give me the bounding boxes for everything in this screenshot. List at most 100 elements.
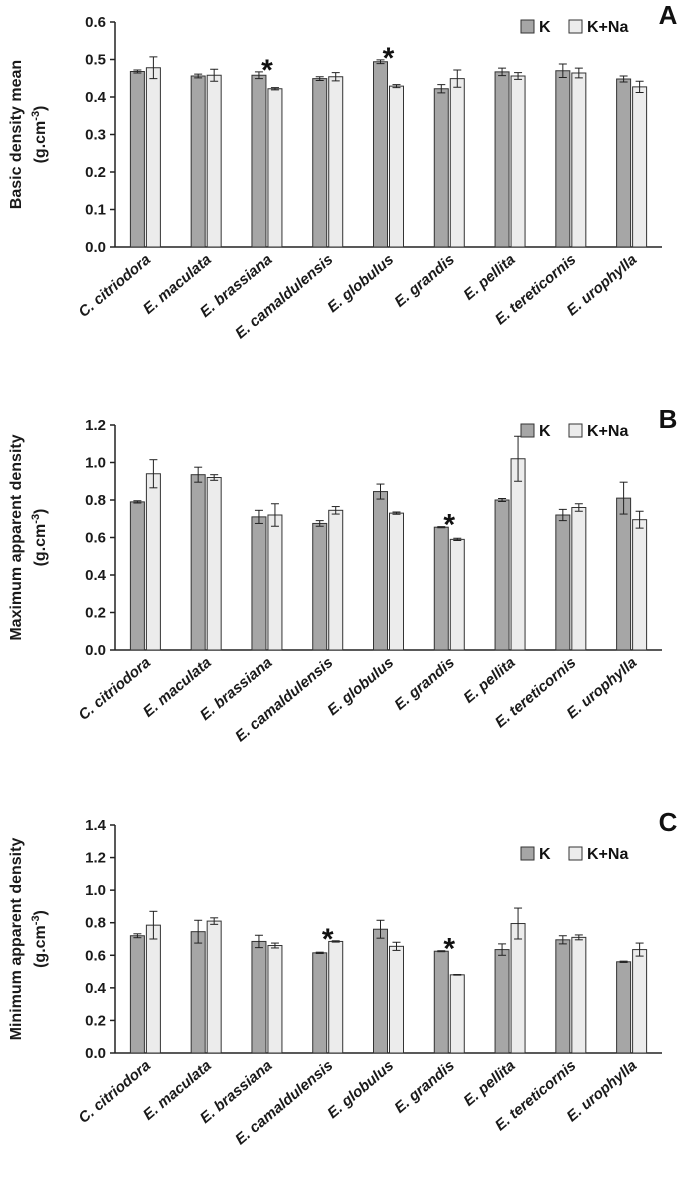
error-bar-k-e-urophylla	[619, 75, 628, 83]
error-bar-k-na-e-grandis	[453, 974, 462, 976]
error-bar-k-na-e-pellita	[514, 72, 523, 80]
chart-panel-b: 0.0 0.2 0.4 0.6 0.8 1.0 1.2 Maximum apparent de…	[0, 398, 685, 796]
error-bar-k-e-urophylla	[619, 481, 628, 515]
legend-swatch-k	[520, 846, 535, 861]
bar-k-c-citriodora	[129, 71, 145, 248]
significance-marker: *	[261, 54, 273, 87]
y-tick-label: 0.8	[85, 915, 106, 932]
error-bar-k-na-e-urophylla	[635, 942, 644, 957]
error-bar-k-e-camaldulensis	[315, 951, 324, 954]
bar-k-e-maculata	[190, 931, 206, 1054]
bar-k-e-brassiana	[251, 516, 267, 651]
y-tick-label: 0.0	[85, 239, 106, 256]
bar-k-e-pellita	[494, 499, 510, 651]
error-bar-k-na-e-grandis	[453, 69, 462, 88]
bar-k-c-citriodora	[129, 501, 145, 651]
legend-swatch-k-na	[568, 423, 583, 438]
bar-k-na-e-camaldulensis	[328, 76, 344, 248]
bar-k-na-e-globulus	[389, 512, 404, 651]
error-bar-k-na-e-maculata	[210, 917, 219, 925]
y-tick-label: 0.0	[85, 1045, 106, 1062]
significance-marker: *	[443, 509, 455, 542]
legend-swatch-k-na	[568, 846, 583, 861]
bar-k-e-pellita	[494, 71, 510, 248]
legend-swatch-k	[520, 423, 535, 438]
error-bar-k-na-e-globulus	[392, 941, 401, 951]
x-category-label: E. pellita	[460, 251, 518, 304]
significance-marker: *	[443, 933, 455, 966]
y-tick-label: 1.2	[85, 417, 106, 434]
y-tick-label: 0.6	[85, 14, 106, 31]
bar-k-na-e-pellita	[510, 458, 526, 651]
chart-panel-a: 0.0 0.1 0.2 0.3 0.4 0.5 0.6 Basic density mean (…	[0, 0, 685, 398]
significance-marker: *	[322, 923, 334, 956]
error-bar-k-na-e-maculata	[210, 474, 219, 481]
y-tick-label: 0.2	[85, 164, 106, 181]
bar-k-e-grandis	[433, 950, 449, 1054]
y-axis-title: Minimum apparent density	[8, 838, 25, 1041]
bar-k-e-tereticornis	[555, 514, 571, 651]
bar-k-e-urophylla	[616, 78, 632, 248]
bar-k-e-globulus	[373, 491, 388, 651]
legend-label-k-na: K+Na	[587, 19, 628, 36]
bar-k-na-e-maculata	[206, 920, 222, 1054]
bar-k-na-e-urophylla	[632, 519, 648, 651]
y-tick-label: 1.0	[85, 455, 106, 472]
legend-label-k-na: K+Na	[587, 846, 628, 863]
error-bar-k-e-globulus	[376, 483, 385, 500]
error-bar-k-na-e-maculata	[210, 68, 219, 82]
y-axis-unit: (g.cm-3)	[30, 106, 49, 164]
error-bar-k-na-e-brassiana	[270, 503, 279, 527]
error-bar-k-e-pellita	[498, 498, 507, 502]
y-tick-label: 0.4	[85, 89, 107, 106]
error-bar-k-e-grandis	[437, 950, 446, 953]
y-tick-label: 0.2	[85, 605, 106, 622]
chart-svg: 0.0 0.2 0.4 0.6 0.8 1.0 1.2 Maximum apparent de…	[8, 404, 677, 745]
bar-k-e-brassiana	[251, 74, 267, 248]
bar-k-e-globulus	[373, 61, 388, 248]
bar-k-na-e-globulus	[389, 85, 404, 248]
x-category-label: E. pellita	[460, 1057, 518, 1110]
bar-k-na-e-pellita	[510, 923, 526, 1054]
bar-k-na-e-globulus	[389, 945, 404, 1054]
chart-panel-c: 0.0 0.2 0.4 0.6 0.8 1.0 1.2 1.4 Minimum apparent…	[0, 796, 685, 1194]
bar-k-e-urophylla	[616, 497, 632, 651]
x-category-label: E. grandis	[391, 1057, 457, 1117]
bar-k-na-e-tereticornis	[571, 507, 587, 651]
y-tick-label: 0.1	[85, 202, 106, 219]
error-bar-k-na-e-urophylla	[635, 80, 644, 93]
bar-k-na-e-maculata	[206, 74, 222, 248]
error-bar-k-na-e-camaldulensis	[331, 940, 340, 943]
bar-k-na-e-brassiana	[267, 514, 283, 651]
error-bar-k-na-e-globulus	[392, 84, 401, 89]
panel-letter: A	[659, 0, 678, 30]
y-tick-label: 0.0	[85, 642, 106, 659]
legend-swatch-k	[520, 19, 535, 34]
x-category-label: C. citriodora	[75, 1057, 154, 1127]
error-bar-k-e-brassiana	[254, 71, 263, 80]
error-bar-k-e-tereticornis	[558, 508, 567, 522]
error-bar-k-e-globulus	[376, 59, 385, 65]
x-category-label: C. citriodora	[75, 654, 154, 724]
error-bar-k-na-e-camaldulensis	[331, 506, 340, 515]
legend-swatch-k-na	[568, 19, 583, 34]
y-tick-label: 0.4	[85, 567, 107, 584]
error-bar-k-na-c-citriodora	[149, 459, 158, 489]
bar-k-na-e-brassiana	[267, 88, 283, 248]
bar-k-na-c-citriodora	[145, 924, 161, 1054]
error-bar-k-e-grandis	[437, 84, 446, 94]
x-category-label: C. citriodora	[75, 251, 154, 321]
error-bar-k-c-citriodora	[133, 933, 142, 939]
x-category-label: E. grandis	[391, 654, 457, 714]
bar-k-e-globulus	[373, 928, 388, 1054]
chart-svg: 0.0 0.1 0.2 0.3 0.4 0.5 0.6 Basic density mean (…	[8, 0, 678, 342]
panel-letter: C	[659, 807, 678, 837]
legend-label-k-na: K+Na	[587, 423, 628, 440]
bar-k-na-e-tereticornis	[571, 936, 587, 1054]
bar-k-na-e-camaldulensis	[328, 509, 344, 651]
error-bar-k-na-e-globulus	[392, 511, 401, 515]
error-bar-k-e-tereticornis	[558, 63, 567, 78]
bar-k-na-e-grandis	[449, 974, 465, 1054]
y-axis-title: Basic density mean	[8, 60, 25, 209]
error-bar-k-c-citriodora	[133, 500, 142, 504]
